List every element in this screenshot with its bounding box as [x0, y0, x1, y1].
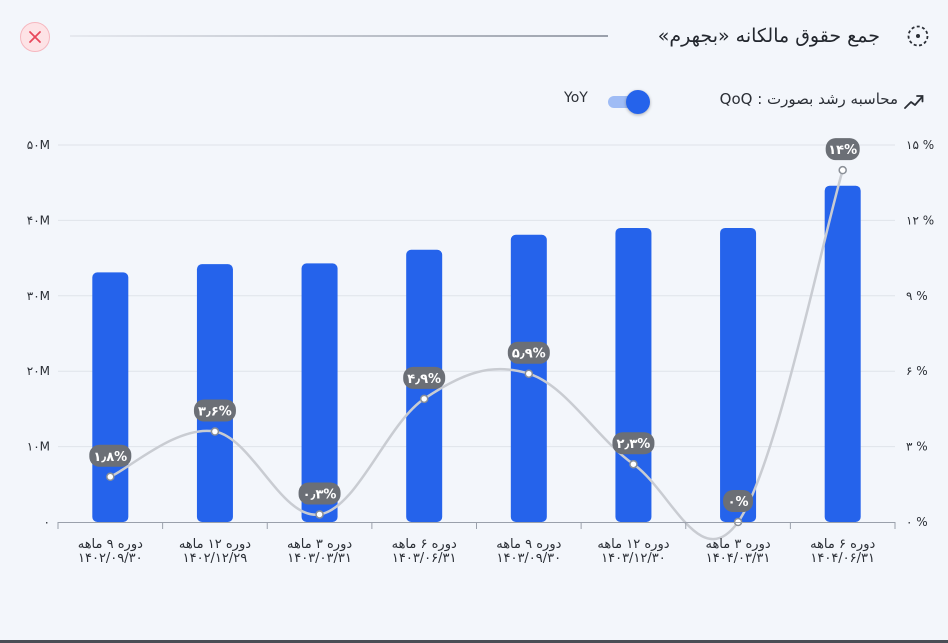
- growth-point-1[interactable]: [106, 472, 115, 482]
- x-tick-label: دوره ۶ ماهه: [810, 537, 875, 552]
- growth-label: ۰%: [728, 495, 749, 510]
- growth-label: ۳٫۶%: [198, 405, 232, 420]
- growth-controls: محاسبه رشد بصورت : QoQ YoY: [564, 86, 924, 116]
- right-axis-tick-label: ۶ %: [906, 364, 928, 378]
- growth-label-bg: [825, 138, 860, 161]
- x-tick-date: ۱۴۰۳/۰۳/۳۱: [287, 551, 352, 566]
- right-axis-tick-label: ۳ %: [906, 440, 928, 454]
- growth-label: ۲٫۳%: [617, 437, 651, 452]
- growth-label-bg: [723, 490, 754, 512]
- left-axis-tick-label: ۴۰M: [27, 213, 50, 227]
- growth-mode-toggle[interactable]: [606, 90, 652, 114]
- growth-label-bg: [89, 444, 132, 467]
- bar-8[interactable]: [824, 185, 861, 522]
- panel-header: جمع حقوق مالکانه «بجهرم»: [0, 16, 948, 56]
- x-tick-date: ۱۴۰۲/۰۹/۳۰: [78, 551, 143, 566]
- growth-point-8[interactable]: [838, 165, 847, 175]
- page-title: جمع حقوق مالکانه «بجهرم»: [657, 25, 880, 47]
- x-tick-label: دوره ۹ ماهه: [78, 537, 143, 552]
- left-axis-tick-label: ۱۰M: [27, 440, 50, 454]
- x-tick-date: ۱۴۰۳/۱۲/۳۰: [601, 551, 666, 566]
- left-axis-tick-label: ۰: [44, 515, 50, 529]
- left-axis-tick-label: ۳۰M: [27, 289, 50, 303]
- bar-6[interactable]: [615, 227, 652, 522]
- growth-point-4[interactable]: [419, 394, 429, 404]
- x-tick-date: ۱۴۰۲/۱۲/۲۹: [183, 551, 248, 566]
- growth-point-6[interactable]: [629, 459, 638, 469]
- bar-2[interactable]: [196, 264, 233, 522]
- toggle-knob[interactable]: [626, 90, 650, 114]
- close-button[interactable]: [20, 22, 50, 52]
- growth-label-bg: [193, 399, 236, 422]
- x-tick-date: ۱۴۰۴/۰۳/۳۱: [706, 551, 771, 566]
- bar-1[interactable]: [92, 272, 129, 522]
- x-tick-date: ۱۴۰۳/۰۶/۳۱: [392, 551, 457, 566]
- right-axis-tick-label: ۱۲ %: [906, 213, 934, 227]
- bar-3[interactable]: [301, 263, 338, 522]
- x-tick-label: دوره ۳ ماهه: [287, 537, 352, 552]
- x-tick-label: دوره ۶ ماهه: [392, 537, 457, 552]
- close-icon: [29, 31, 41, 43]
- x-tick-label: دوره ۱۲ ماهه: [179, 537, 251, 552]
- growth-label: ۰٫۳%: [303, 487, 337, 502]
- growth-label-bg: [612, 432, 655, 455]
- yoy-label: YoY: [564, 90, 588, 106]
- x-tick-label: دوره ۳ ماهه: [705, 537, 770, 552]
- left-axis-tick-label: ۵۰M: [27, 138, 50, 152]
- growth-mode-label: محاسبه رشد بصورت : QoQ: [719, 90, 898, 108]
- x-tick-label: دوره ۹ ماهه: [496, 537, 561, 552]
- growth-label: ۴٫۹%: [407, 372, 441, 387]
- bar-5[interactable]: [510, 234, 547, 522]
- right-axis-tick-label: ۰ %: [906, 515, 928, 529]
- growth-label-bg: [298, 482, 341, 505]
- growth-label: ۱۴%: [828, 143, 857, 158]
- dotted-circle-icon: [907, 25, 929, 47]
- bar-7[interactable]: [720, 227, 757, 522]
- x-tick-label: دوره ۱۲ ماهه: [597, 537, 669, 552]
- growth-point-3[interactable]: [315, 510, 324, 519]
- right-axis-tick-label: ۹ %: [906, 289, 928, 303]
- growth-label: ۱٫۸%: [93, 450, 127, 465]
- growth-label-bg: [507, 341, 550, 364]
- right-axis-tick-label: ۱۵ %: [906, 138, 934, 152]
- growth-label-bg: [403, 366, 446, 389]
- x-tick-date: ۱۴۰۳/۰۹/۳۰: [497, 551, 562, 566]
- x-tick-date: ۱۴۰۴/۰۶/۳۱: [810, 551, 875, 566]
- growth-point-2[interactable]: [210, 427, 220, 436]
- header-divider: [70, 35, 608, 37]
- left-axis-tick-label: ۲۰M: [27, 364, 50, 378]
- trend-arrow-icon: [904, 95, 924, 109]
- growth-label: ۵٫۹%: [512, 347, 546, 362]
- growth-point-5[interactable]: [524, 369, 534, 378]
